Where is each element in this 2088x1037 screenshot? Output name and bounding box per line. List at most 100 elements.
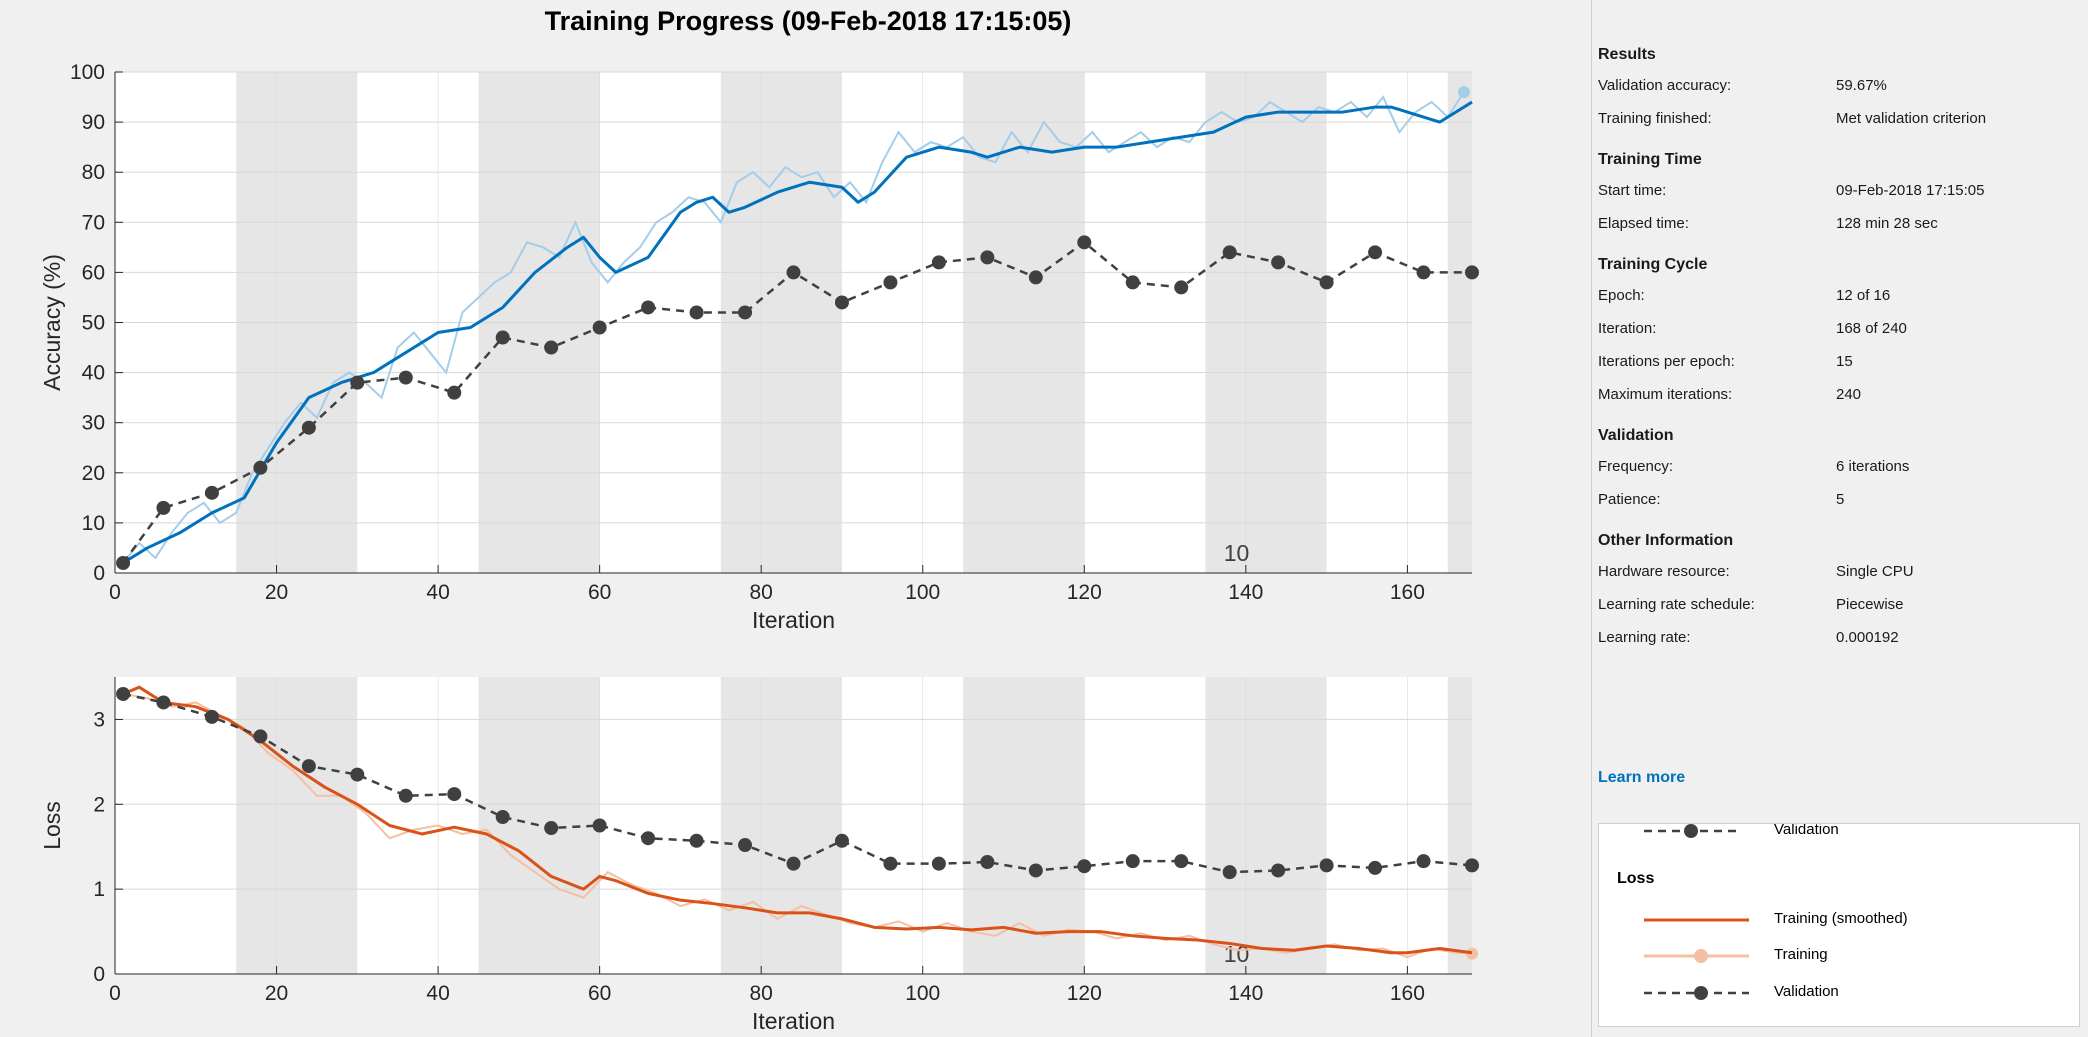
validation-point — [883, 856, 898, 871]
validation-point — [1077, 859, 1092, 874]
x-tick-label: 40 — [426, 581, 449, 604]
info-key: Validation accuracy: — [1598, 77, 1732, 94]
info-row: Elapsed time: 128 min 28 sec — [1598, 207, 2078, 240]
x-tick-label: 0 — [109, 581, 121, 604]
x-tick-label: 100 — [905, 982, 940, 1005]
validation-point — [350, 375, 365, 390]
validation-point — [834, 833, 849, 848]
page-title: Training Progress (09-Feb-2018 17:15:05) — [544, 6, 1072, 36]
info-row: Learning rate schedule: Piecewise — [1598, 588, 2078, 621]
legend-item-training-smoothed: Training (smoothed) — [1599, 908, 2079, 932]
validation-point — [1465, 858, 1479, 873]
validation-point — [1465, 265, 1479, 280]
legend-validation-marker-icon — [1644, 986, 1749, 1000]
training-end-point — [1466, 947, 1478, 960]
validation-point — [447, 385, 462, 400]
validation-point — [1125, 275, 1140, 290]
validation-point — [1174, 280, 1189, 295]
validation-point — [204, 485, 219, 500]
validation-point — [301, 759, 316, 774]
info-key: Learning rate schedule: — [1598, 596, 1755, 613]
info-value: 59.67% — [1836, 77, 1887, 94]
y-tick-label: 90 — [82, 111, 105, 134]
y-tick-label: 0 — [93, 963, 105, 986]
info-key: Iterations per epoch: — [1598, 353, 1735, 370]
info-row: Iterations per epoch: 15 — [1598, 345, 2078, 378]
validation-point — [350, 767, 365, 782]
training-end-point — [1457, 86, 1470, 99]
validation-point — [204, 709, 219, 724]
info-value: Piecewise — [1836, 596, 1904, 613]
y-tick-label: 80 — [82, 161, 105, 184]
y-tick-label: 30 — [82, 412, 105, 435]
x-axis-label: Iteration — [752, 1008, 835, 1034]
info-value: Met validation criterion — [1836, 110, 1987, 127]
validation-point — [1028, 863, 1043, 878]
info-key: Frequency: — [1598, 458, 1674, 475]
legend-validation-marker-icon — [1644, 824, 1739, 838]
info-key: Iteration: — [1598, 320, 1657, 337]
y-tick-label: 2 — [93, 793, 105, 816]
info-key: Hardware resource: — [1598, 563, 1730, 580]
x-axis-label: Iteration — [752, 607, 835, 633]
info-value: 6 iterations — [1836, 458, 1910, 475]
validation-point — [592, 818, 607, 833]
section-title: Training Time — [1598, 151, 1702, 168]
validation-point — [1077, 235, 1092, 250]
validation-point — [544, 821, 559, 836]
validation-point — [116, 686, 131, 701]
y-tick-label: 10 — [82, 512, 105, 535]
y-tick-label: 1 — [93, 878, 105, 901]
series-training-raw — [122, 91, 1465, 564]
validation-point — [253, 729, 268, 744]
validation-point — [931, 856, 946, 871]
info-row: Hardware resource: Single CPU — [1598, 555, 2078, 588]
section-title: Other Information — [1598, 532, 1734, 549]
validation-point — [689, 833, 704, 848]
section-title: Validation — [1598, 427, 1674, 444]
info-value: 128 min 28 sec — [1836, 215, 1938, 232]
legend-training-line-icon — [1644, 949, 1749, 963]
x-tick-label: 120 — [1067, 581, 1102, 604]
info-value: 5 — [1836, 491, 1845, 508]
series-training-smoothed — [122, 685, 1473, 955]
validation-point — [156, 500, 171, 515]
info-value: 240 — [1836, 386, 1862, 403]
x-tick-label: 140 — [1228, 982, 1263, 1005]
validation-point — [156, 695, 171, 710]
validation-point — [1416, 265, 1431, 280]
x-tick-label: 80 — [750, 581, 773, 604]
x-tick-label: 80 — [750, 982, 773, 1005]
info-key: Patience: — [1598, 491, 1661, 508]
info-key: Elapsed time: — [1598, 215, 1689, 232]
learn-more-link[interactable]: Learn more — [1598, 769, 1686, 786]
validation-point — [786, 265, 801, 280]
training-info: Results Validation accuracy: 59.67% Trainin… — [1598, 36, 2078, 654]
validation-point — [1319, 858, 1334, 873]
info-row: Training finished: Met validation criteri… — [1598, 102, 2078, 135]
y-tick-label: 20 — [82, 462, 105, 485]
info-row: Patience: 5 — [1598, 483, 2078, 516]
y-tick-label: 70 — [82, 211, 105, 234]
epoch-band — [1205, 677, 1327, 974]
x-tick-label: 20 — [265, 581, 288, 604]
epoch-band — [236, 677, 358, 974]
x-tick-label: 120 — [1067, 982, 1102, 1005]
validation-point — [641, 300, 656, 315]
x-tick-label: 140 — [1228, 581, 1263, 604]
validation-point — [253, 460, 268, 475]
series-training-smoothed — [122, 100, 1473, 565]
info-key: Training finished: — [1598, 110, 1712, 127]
x-tick-label: 100 — [905, 581, 940, 604]
y-tick-label: 60 — [82, 261, 105, 284]
validation-point — [883, 275, 898, 290]
legend-loss-title: Loss — [1617, 870, 1655, 887]
validation-point — [931, 255, 946, 270]
validation-point — [1368, 245, 1383, 260]
validation-point — [447, 787, 462, 802]
info-row: Validation accuracy: 59.67% — [1598, 69, 2078, 102]
x-tick-label: 160 — [1390, 581, 1425, 604]
info-row: Maximum iterations: 240 — [1598, 378, 2078, 411]
info-value: 09-Feb-2018 17:15:05 — [1836, 182, 1985, 199]
